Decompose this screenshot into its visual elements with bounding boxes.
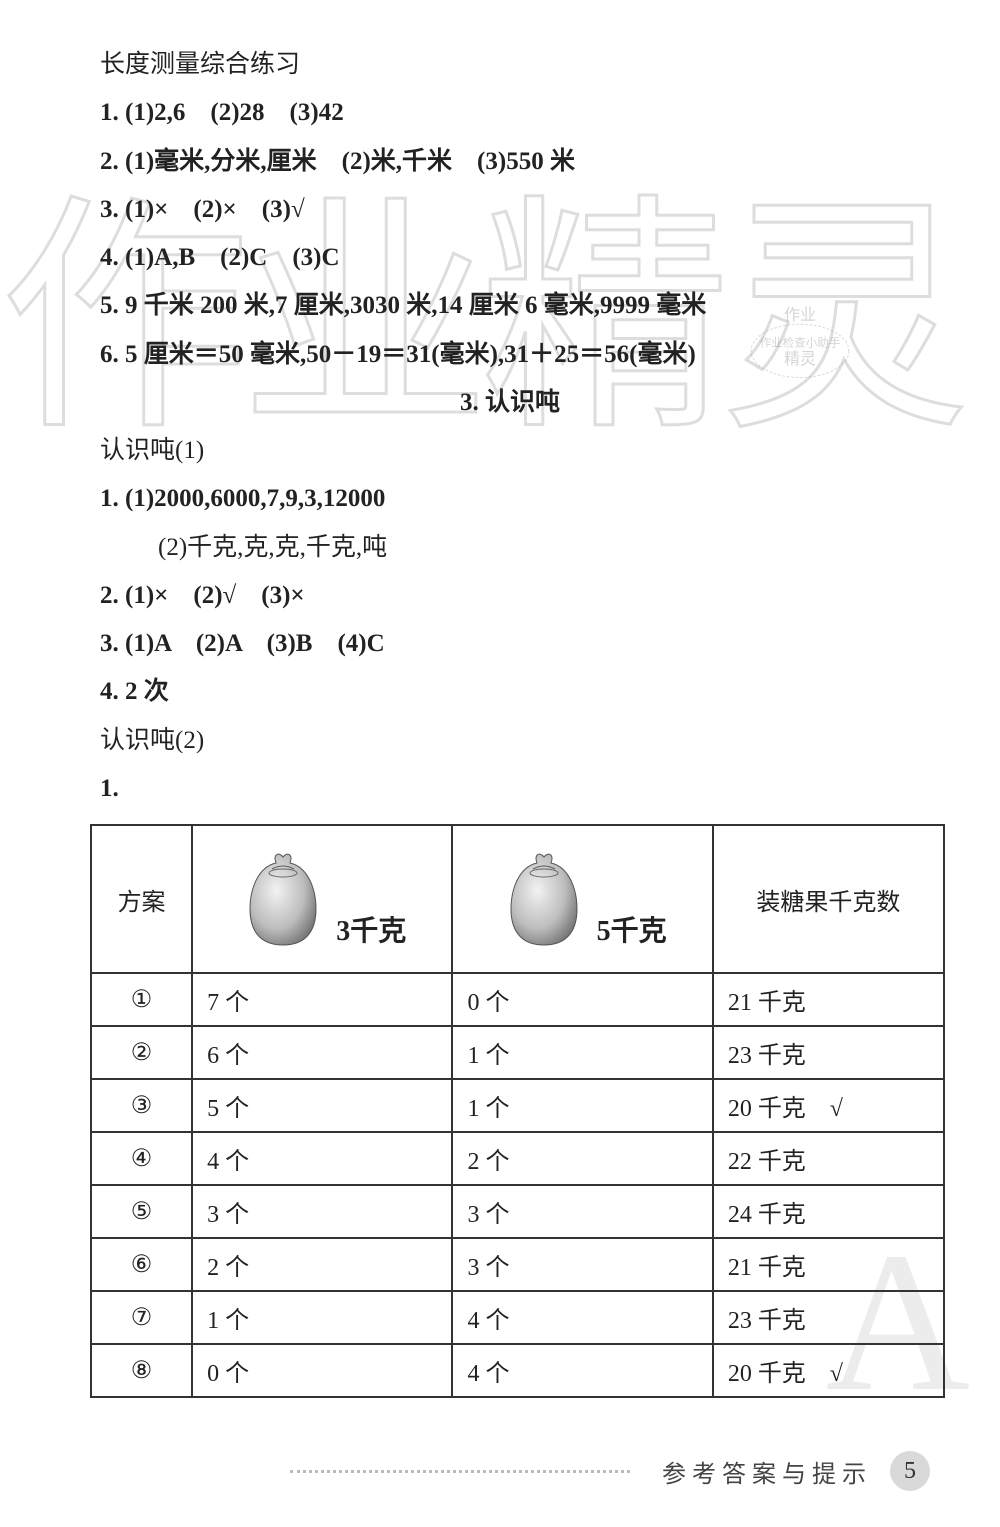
answer-line: 5. 9 千米 200 米,7 厘米,3030 米,14 厘米 6 毫米,999… xyxy=(100,283,920,329)
table-header: 装糖果千克数 xyxy=(713,825,944,973)
table-header: 5千克 xyxy=(452,825,712,973)
page-number: 5 xyxy=(890,1451,930,1491)
answer-line: 6. 5 厘米＝50 毫米,50－19＝31(毫米),31＋25＝56(毫米) xyxy=(100,332,920,378)
section-b-title: 3. 认识吨 xyxy=(100,380,920,426)
candy-table: 方案 xyxy=(90,824,945,1398)
table-header: 3千克 xyxy=(192,825,452,973)
table-row: ①7 个0 个21 千克 xyxy=(91,973,944,1026)
subsection-title: 认识吨(2) xyxy=(100,718,920,764)
table-row: ⑥2 个3 个21 千克 xyxy=(91,1238,944,1291)
bag-icon xyxy=(238,849,328,949)
footer-label: 参考答案与提示 xyxy=(662,1454,872,1489)
table-row: ⑤3 个3 个24 千克 xyxy=(91,1185,944,1238)
answer-line: 3. (1)A (2)A (3)B (4)C xyxy=(100,621,920,667)
answer-line: 2. (1)毫米,分米,厘米 (2)米,千米 (3)550 米 xyxy=(100,139,920,185)
page-footer: 参考答案与提示 5 xyxy=(290,1451,930,1491)
answer-line: 3. (1)× (2)× (3)√ xyxy=(100,187,920,233)
answer-line: 1. xyxy=(100,766,920,812)
section-a-title: 长度测量综合练习 xyxy=(100,42,920,88)
table-row: ②6 个1 个23 千克 xyxy=(91,1026,944,1079)
answer-line: (2)千克,克,克,千克,吨 xyxy=(100,525,920,571)
table-row: ④4 个2 个22 千克 xyxy=(91,1132,944,1185)
answer-line: 4. (1)A,B (2)C (3)C xyxy=(100,235,920,281)
bag-icon xyxy=(499,849,589,949)
table-header: 方案 xyxy=(91,825,192,973)
table-row: ⑧0 个4 个20 千克 √ xyxy=(91,1344,944,1397)
answer-line: 4. 2 次 xyxy=(100,669,920,715)
subsection-title: 认识吨(1) xyxy=(100,428,920,474)
answer-line: 2. (1)× (2)√ (3)× xyxy=(100,573,920,619)
table-row: ⑦1 个4 个23 千克 xyxy=(91,1291,944,1344)
answer-line: 1. (1)2000,6000,7,9,3,12000 xyxy=(100,476,920,522)
answer-line: 1. (1)2,6 (2)28 (3)42 xyxy=(100,90,920,136)
table-row: ③5 个1 个20 千克 √ xyxy=(91,1079,944,1132)
